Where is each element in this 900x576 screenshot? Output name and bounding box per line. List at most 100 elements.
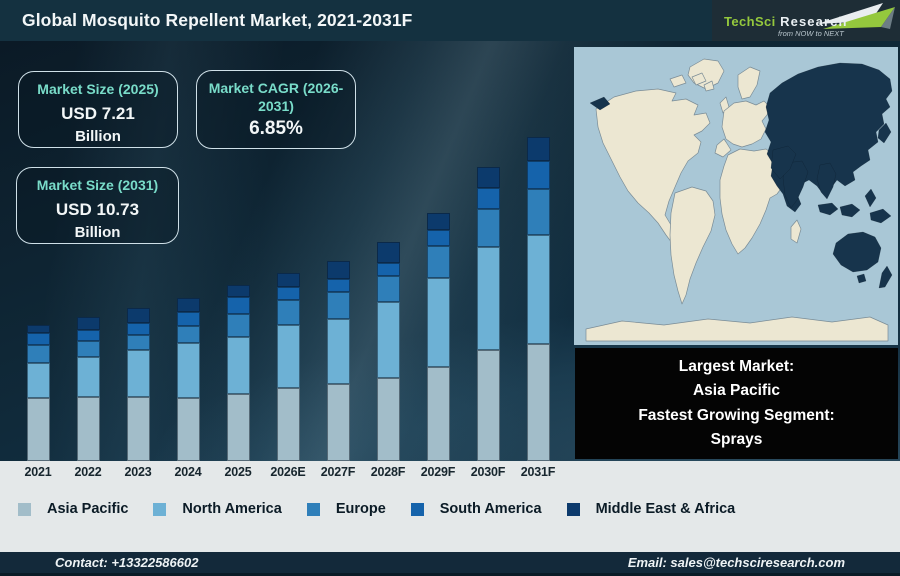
bar-chart xyxy=(0,41,571,461)
map-antarctica xyxy=(585,316,889,342)
map-north-america xyxy=(595,88,711,258)
bar-segment xyxy=(126,323,150,335)
logo-wordmark: TechSci Research xyxy=(724,13,848,31)
legend-label: Europe xyxy=(335,501,386,517)
callout-value: USD 10.73 xyxy=(55,199,140,219)
axis-label-2030F: 2030F xyxy=(470,465,506,479)
legend-label: Middle East & Africa xyxy=(595,501,736,517)
fastest-segment-label: Fastest Growing Segment: xyxy=(638,406,835,424)
x-axis-labels: 2021 2022 2023 2024 2025 2026E 2027F 2028F 2029F… xyxy=(0,465,571,483)
bar-segment xyxy=(226,285,250,297)
footer-bar: Contact: +13322586602 Email: sales@techs… xyxy=(0,552,900,576)
bar-segment xyxy=(26,363,50,398)
bar-segment xyxy=(26,333,50,345)
logo-arrow-icon xyxy=(817,3,895,29)
callout-label: Market Size (2031) xyxy=(36,177,159,193)
legend-item: Europe xyxy=(306,501,386,517)
logo-brand-primary: TechSci xyxy=(724,14,776,29)
bar-segment xyxy=(76,357,100,397)
bar-2027F xyxy=(326,261,350,461)
callout-market-cagr: Market CAGR (2026-2031) 6.85% xyxy=(196,70,356,149)
bar-segment xyxy=(526,161,550,189)
bar-2025 xyxy=(226,285,250,461)
bar-segment xyxy=(326,279,350,292)
bar-segment xyxy=(376,302,400,378)
page-title: Global Mosquito Repellent Market, 2021-2… xyxy=(22,10,413,30)
world-map xyxy=(574,47,898,345)
bar-segment xyxy=(476,188,500,209)
bar-2024 xyxy=(176,298,200,461)
bar-segment xyxy=(276,273,300,287)
axis-label-2027F: 2027F xyxy=(320,465,356,479)
bar-segment xyxy=(526,235,550,344)
bar-segment xyxy=(226,337,250,394)
bar-segment xyxy=(176,398,200,461)
callout-label: Market Size (2025) xyxy=(37,81,159,97)
bar-segment xyxy=(226,314,250,337)
bar-2030F xyxy=(476,167,500,461)
axis-label-2026E: 2026E xyxy=(270,465,306,479)
callout-market-size-2031: Market Size (2031) USD 10.73 Billion xyxy=(16,167,179,244)
map-india-highlight xyxy=(782,160,809,209)
legend-item: South America xyxy=(410,501,542,517)
legend-label: Asia Pacific xyxy=(47,501,129,517)
bottom-band: 2021 2022 2023 2024 2025 2026E 2027F 2028F 2029F… xyxy=(0,461,900,552)
bar-2028F xyxy=(376,242,400,461)
legend-label: South America xyxy=(439,501,542,517)
bar-segment xyxy=(126,350,150,397)
axis-label-2023: 2023 xyxy=(124,465,152,479)
bar-segment xyxy=(426,367,450,461)
bar-segment xyxy=(26,345,50,363)
contact-phone: Contact: +13322586602 xyxy=(55,555,199,570)
axis-label-2024: 2024 xyxy=(174,465,202,479)
bar-segment xyxy=(176,298,200,312)
bar-segment xyxy=(26,398,50,461)
callout-unit: Billion xyxy=(75,127,121,145)
callout-market-size-2025: Market Size (2025) USD 7.21 Billion xyxy=(18,71,178,148)
bar-segment xyxy=(426,213,450,230)
bar-segment xyxy=(476,350,500,461)
bar-segment xyxy=(76,341,100,357)
largest-market-box: Largest Market: Asia Pacific Fastest Gro… xyxy=(575,348,898,459)
bar-segment xyxy=(426,246,450,278)
bar-segment xyxy=(526,189,550,235)
bar-segment xyxy=(376,378,400,461)
largest-market-label: Largest Market: xyxy=(678,358,795,376)
bar-segment xyxy=(176,326,200,343)
bar-segment xyxy=(376,242,400,263)
bar-2022 xyxy=(76,317,100,461)
bar-segment xyxy=(276,325,300,388)
bar-2029F xyxy=(426,213,450,461)
legend-item: Middle East & Africa xyxy=(566,501,736,517)
bar-segment xyxy=(476,247,500,350)
legend-swatch-icon xyxy=(410,502,424,516)
bar-segment xyxy=(226,297,250,314)
techsci-logo: TechSci Research from NOW to NEXT xyxy=(712,0,900,45)
legend-swatch-icon xyxy=(18,502,31,516)
bar-segment xyxy=(326,319,350,384)
axis-label-2021: 2021 xyxy=(24,465,52,479)
bar-segment xyxy=(426,230,450,246)
bar-segment xyxy=(276,388,300,461)
bar-segment xyxy=(476,167,500,188)
logo-brand-secondary: Research xyxy=(780,14,848,29)
bar-segment xyxy=(126,335,150,350)
map-europe xyxy=(737,66,761,100)
bar-segment xyxy=(126,308,150,323)
callout-label: Market CAGR (2026-2031) xyxy=(208,80,344,114)
axis-label-2031F: 2031F xyxy=(520,465,556,479)
logo-tagline: from NOW to NEXT xyxy=(778,29,844,38)
axis-label-2029F: 2029F xyxy=(420,465,456,479)
map-south-america xyxy=(669,186,716,305)
fastest-segment-value: Sprays xyxy=(710,430,763,448)
bar-segment xyxy=(26,325,50,333)
legend-label: North America xyxy=(182,501,282,517)
largest-market-value: Asia Pacific xyxy=(692,382,781,400)
bar-2021 xyxy=(26,325,50,461)
axis-label-2022: 2022 xyxy=(74,465,102,479)
bar-segment xyxy=(76,330,100,341)
bar-segment xyxy=(226,394,250,461)
legend-swatch-icon xyxy=(566,502,580,516)
bar-segment xyxy=(376,276,400,302)
